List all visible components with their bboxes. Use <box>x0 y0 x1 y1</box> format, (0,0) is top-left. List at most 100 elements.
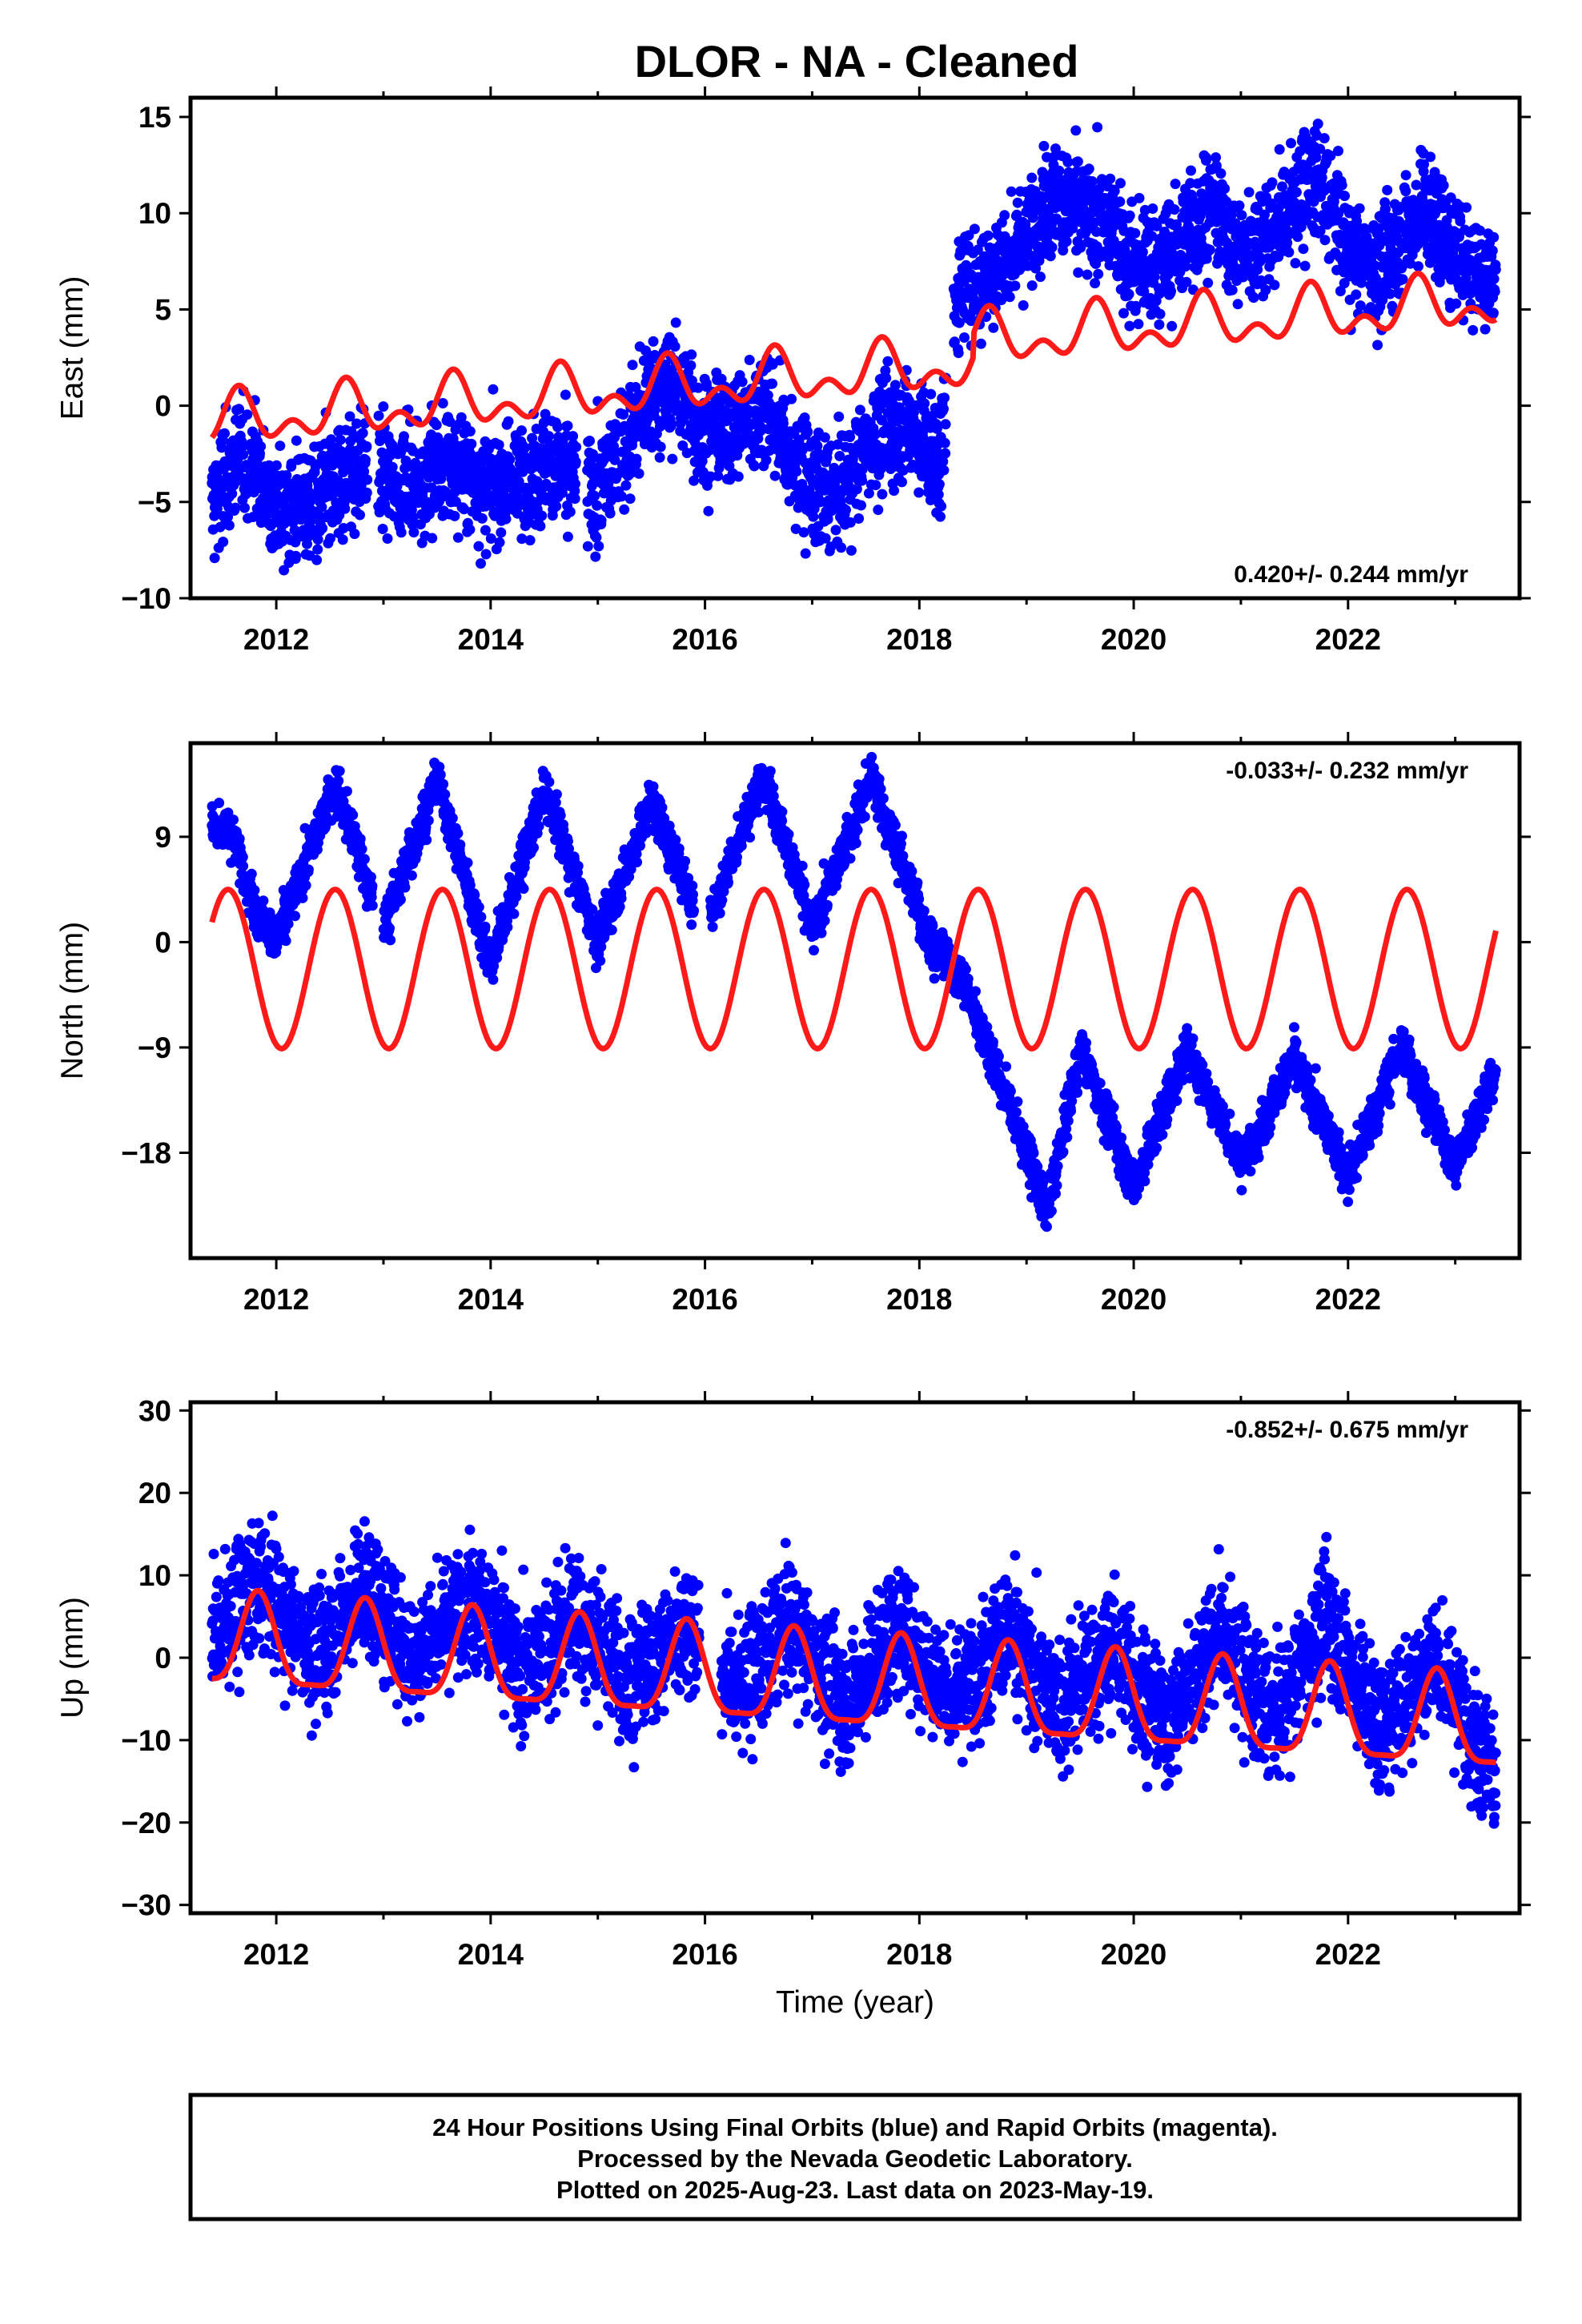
data-point <box>1315 143 1326 155</box>
data-point <box>355 834 366 844</box>
data-point <box>1380 203 1391 215</box>
data-point <box>1093 268 1104 279</box>
data-point <box>1279 167 1290 178</box>
data-point <box>1455 215 1466 227</box>
data-point <box>1154 319 1165 330</box>
data-point <box>845 545 857 556</box>
data-point <box>1186 194 1198 204</box>
data-point <box>485 533 496 544</box>
data-point <box>459 504 470 515</box>
data-point <box>535 521 546 532</box>
data-point <box>1133 319 1144 330</box>
data-point <box>931 423 942 434</box>
data-point <box>570 478 580 489</box>
data-point <box>1149 271 1160 283</box>
data-point <box>1169 204 1180 215</box>
data-point <box>234 833 245 844</box>
data-point <box>1146 231 1158 242</box>
data-point <box>271 460 282 471</box>
data-point <box>492 952 503 963</box>
data-point <box>1092 122 1103 133</box>
data-point <box>349 529 360 540</box>
data-point <box>863 488 874 499</box>
east-ylabel: East (mm) <box>55 276 90 420</box>
data-point <box>1315 225 1326 236</box>
x-tick-label: 2016 <box>672 623 737 656</box>
data-point <box>703 505 714 517</box>
data-point <box>1089 217 1099 228</box>
data-point <box>1234 200 1245 211</box>
data-point <box>1049 151 1060 163</box>
data-point <box>423 815 434 826</box>
data-point <box>341 786 352 797</box>
y-tick-label: 5 <box>155 293 171 326</box>
data-point <box>591 532 602 543</box>
data-point <box>520 442 530 453</box>
data-point <box>228 814 239 826</box>
data-point <box>396 527 407 538</box>
data-point <box>317 523 328 534</box>
data-point <box>572 860 584 871</box>
data-point <box>940 448 951 459</box>
data-point <box>631 453 642 464</box>
x-tick-label: 2020 <box>1101 623 1166 656</box>
data-point <box>1248 292 1259 304</box>
data-point <box>291 474 303 485</box>
data-point <box>669 341 681 352</box>
data-point <box>972 244 983 255</box>
data-point <box>357 428 368 439</box>
data-point <box>258 895 269 907</box>
data-point <box>938 404 949 414</box>
data-point <box>870 428 881 440</box>
x-tick-label: 2012 <box>243 623 309 656</box>
data-point <box>1170 179 1181 190</box>
data-point <box>1259 209 1270 220</box>
data-point <box>1026 280 1038 292</box>
data-point <box>355 509 365 521</box>
data-point <box>1226 209 1237 220</box>
data-point <box>297 892 308 903</box>
data-point <box>786 393 797 404</box>
data-point <box>1269 279 1280 291</box>
data-point <box>761 455 772 466</box>
data-point <box>1227 284 1238 296</box>
data-point <box>466 438 477 449</box>
data-point <box>896 407 907 417</box>
data-point <box>551 501 562 512</box>
data-point <box>616 491 627 502</box>
data-point <box>1359 223 1371 235</box>
data-point <box>1134 192 1145 203</box>
data-point <box>913 487 925 498</box>
data-point <box>562 836 573 846</box>
data-point <box>1130 227 1141 239</box>
data-point <box>1405 258 1416 269</box>
data-point <box>744 355 755 365</box>
data-point <box>434 762 445 773</box>
data-point <box>476 513 488 524</box>
data-point <box>1020 219 1031 230</box>
data-point <box>303 864 314 875</box>
data-point <box>633 468 644 479</box>
data-point <box>1400 186 1411 197</box>
y-tick-label: 15 <box>139 101 171 134</box>
data-point <box>1325 151 1336 161</box>
data-point <box>359 854 370 865</box>
x-tick-label: 2014 <box>458 623 524 656</box>
data-point <box>334 766 345 777</box>
data-point <box>488 384 499 395</box>
data-point <box>1355 300 1366 312</box>
data-point <box>1335 286 1346 296</box>
data-point <box>954 317 965 328</box>
data-point <box>820 533 831 544</box>
data-point <box>959 332 970 343</box>
east-frame <box>188 95 1522 601</box>
data-point <box>494 537 505 548</box>
data-point <box>230 502 241 513</box>
data-point <box>940 419 951 430</box>
data-point <box>1354 203 1365 214</box>
data-point <box>1451 298 1462 309</box>
data-point <box>473 541 484 552</box>
data-point <box>1006 186 1017 197</box>
data-point <box>367 880 378 891</box>
